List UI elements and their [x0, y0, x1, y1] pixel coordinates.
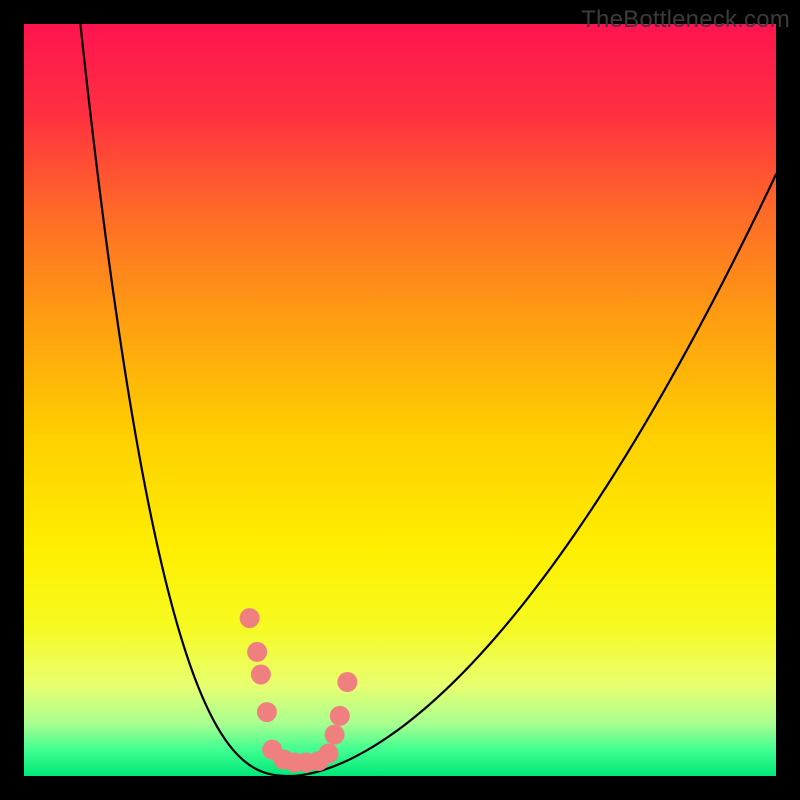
data-marker — [247, 642, 267, 662]
data-marker — [330, 706, 350, 726]
data-marker — [240, 608, 260, 628]
data-marker — [337, 672, 357, 692]
plot-background — [24, 24, 776, 776]
chart-frame: TheBottleneck.com — [0, 0, 800, 800]
data-marker — [319, 743, 339, 763]
watermark-text: TheBottleneck.com — [581, 6, 790, 34]
data-marker — [251, 664, 271, 684]
data-marker — [257, 702, 277, 722]
bottleneck-chart — [24, 24, 776, 776]
data-marker — [325, 725, 345, 745]
